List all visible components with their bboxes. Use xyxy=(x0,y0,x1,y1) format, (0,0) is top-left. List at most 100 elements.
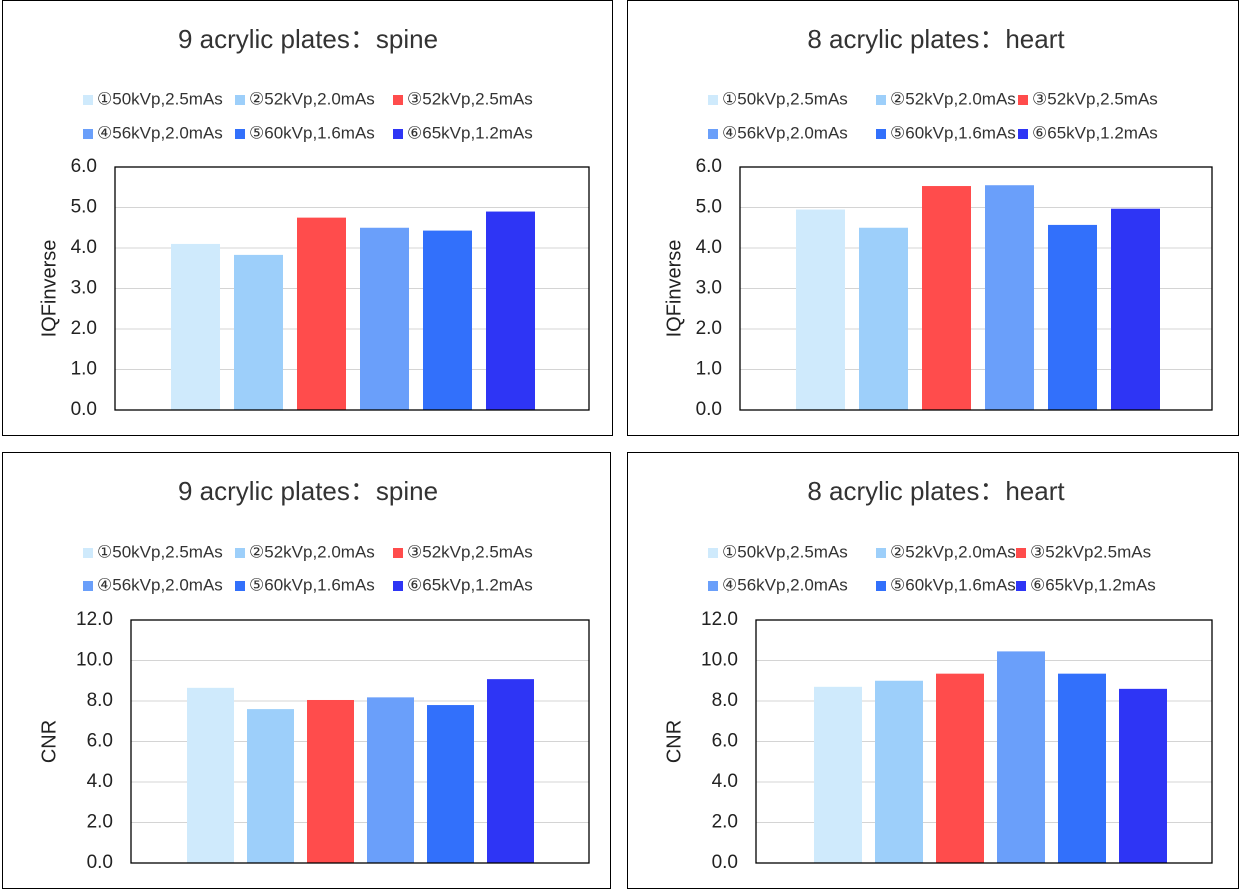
legend-swatch xyxy=(1016,548,1026,558)
legend-label: ⑥65kVp,1.2mAs xyxy=(1032,123,1158,142)
legend-label: ④56kVp,2.0mAs xyxy=(722,575,848,594)
legend-label: ①50kVp,2.5mAs xyxy=(97,89,223,108)
bar xyxy=(367,697,414,863)
legend-swatch xyxy=(708,95,718,105)
legend-swatch xyxy=(1018,129,1028,139)
y-tick-label: 2.0 xyxy=(696,318,722,339)
y-tick-label: 4.0 xyxy=(71,237,97,258)
legend-label: ④56kVp,2.0mAs xyxy=(97,575,223,594)
y-tick-label: 12.0 xyxy=(701,609,738,630)
legend-label: ②52kVp,2.0mAs xyxy=(249,542,375,561)
bar xyxy=(427,705,474,863)
chart-svg: 9 acrylic plates：spine ①50kVp,2.5mAs ②52kV… xyxy=(38,476,590,873)
legend-swatch xyxy=(235,548,245,558)
bar xyxy=(796,209,845,410)
y-axis-label: CNR xyxy=(38,720,60,763)
y-tick-label: 10.0 xyxy=(701,650,738,671)
legend-label: ②52kVp,2.0mAs xyxy=(890,89,1016,108)
y-tick-label: 6.0 xyxy=(71,156,97,177)
legend-swatch xyxy=(393,581,403,591)
y-tick-label: 0.0 xyxy=(696,399,722,420)
bar xyxy=(1111,208,1160,410)
legend-swatch xyxy=(393,548,403,558)
y-tick-label: 2.0 xyxy=(712,812,738,833)
legend-swatch xyxy=(393,129,403,139)
bar xyxy=(875,680,923,863)
y-tick-label: 0.0 xyxy=(712,852,738,873)
bar xyxy=(997,651,1045,863)
legend-swatch xyxy=(83,95,93,105)
chart-title: 9 acrylic plates：spine xyxy=(178,476,438,506)
y-tick-label: 4.0 xyxy=(87,771,113,792)
chart-panel-iqf-spine: 9 acrylic plates：spine ①50kVp,2.5mAs ②52kV… xyxy=(2,0,613,436)
y-tick-label: 4.0 xyxy=(696,237,722,258)
plot-frame xyxy=(130,619,590,864)
y-tick-label: 5.0 xyxy=(696,197,722,218)
bar xyxy=(171,243,220,410)
y-axis-label: IQFinverse xyxy=(38,240,60,338)
legend-swatch xyxy=(708,129,718,139)
bar xyxy=(234,254,283,410)
bar xyxy=(985,185,1034,410)
bar xyxy=(360,227,409,410)
legend-label: ⑥65kVp,1.2mAs xyxy=(1030,575,1156,594)
y-tick-label: 6.0 xyxy=(696,156,722,177)
y-tick-label: 8.0 xyxy=(712,690,738,711)
legend-label: ⑤60kVp,1.6mAs xyxy=(890,575,1016,594)
y-tick-label: 3.0 xyxy=(696,278,722,299)
legend-swatch xyxy=(235,129,245,139)
legend-label: ③52kVp,2.5mAs xyxy=(407,89,533,108)
legend-label: ③52kVp2.5mAs xyxy=(1030,542,1151,561)
bar xyxy=(423,230,472,410)
legend-swatch xyxy=(708,581,718,591)
y-tick-label: 6.0 xyxy=(87,731,113,752)
legend-swatch xyxy=(876,548,886,558)
legend-swatch xyxy=(83,581,93,591)
legend-label: ①50kVp,2.5mAs xyxy=(722,542,848,561)
legend-label: ③52kVp,2.5mAs xyxy=(1032,89,1158,108)
y-tick-label: 3.0 xyxy=(71,278,97,299)
y-tick-label: 10.0 xyxy=(76,650,113,671)
y-tick-label: 6.0 xyxy=(712,731,738,752)
plot-frame xyxy=(739,166,1213,411)
bar xyxy=(297,217,346,410)
y-tick-label: 0.0 xyxy=(71,399,97,420)
y-axis-label: IQFinverse xyxy=(663,240,685,338)
bar xyxy=(1119,688,1167,863)
y-tick-label: 1.0 xyxy=(71,359,97,380)
chart-svg: 9 acrylic plates：spine ①50kVp,2.5mAs ②52kV… xyxy=(38,24,590,420)
chart-svg: 8 acrylic plates：heart ①50kVp,2.5mAs ②52kV… xyxy=(663,476,1213,873)
legend-swatch xyxy=(876,95,886,105)
y-axis-label: CNR xyxy=(663,720,685,763)
chart-title: 8 acrylic plates：heart xyxy=(807,24,1065,54)
y-tick-label: 5.0 xyxy=(71,197,97,218)
legend-swatch xyxy=(393,95,403,105)
legend-label: ④56kVp,2.0mAs xyxy=(722,123,848,142)
y-tick-label: 0.0 xyxy=(87,852,113,873)
legend-swatch xyxy=(235,95,245,105)
legend-label: ⑤60kVp,1.6mAs xyxy=(249,123,375,142)
chart-svg: 8 acrylic plates：heart ①50kVp,2.5mAs ②52kV… xyxy=(663,24,1213,420)
bar xyxy=(1048,224,1097,410)
legend-swatch xyxy=(1018,95,1028,105)
y-tick-label: 4.0 xyxy=(712,771,738,792)
y-tick-label: 2.0 xyxy=(71,318,97,339)
legend-swatch xyxy=(708,548,718,558)
plot-frame xyxy=(114,166,590,411)
legend-swatch xyxy=(83,548,93,558)
bar xyxy=(307,699,354,863)
legend-swatch xyxy=(876,129,886,139)
chart-panel-cnr-spine: 9 acrylic plates：spine ①50kVp,2.5mAs ②52kV… xyxy=(2,452,611,889)
legend-swatch xyxy=(1016,581,1026,591)
y-tick-label: 2.0 xyxy=(87,812,113,833)
bar xyxy=(247,709,294,863)
chart-panel-cnr-heart: 8 acrylic plates：heart ①50kVp,2.5mAs ②52kV… xyxy=(627,452,1239,889)
bar xyxy=(486,211,535,410)
legend-label: ⑥65kVp,1.2mAs xyxy=(407,123,533,142)
y-tick-label: 1.0 xyxy=(696,359,722,380)
legend-label: ②52kVp,2.0mAs xyxy=(249,89,375,108)
legend-swatch xyxy=(235,581,245,591)
chart-title: 9 acrylic plates：spine xyxy=(178,24,438,54)
y-tick-label: 12.0 xyxy=(76,609,113,630)
chart-panel-iqf-heart: 8 acrylic plates：heart ①50kVp,2.5mAs ②52kV… xyxy=(627,0,1239,436)
